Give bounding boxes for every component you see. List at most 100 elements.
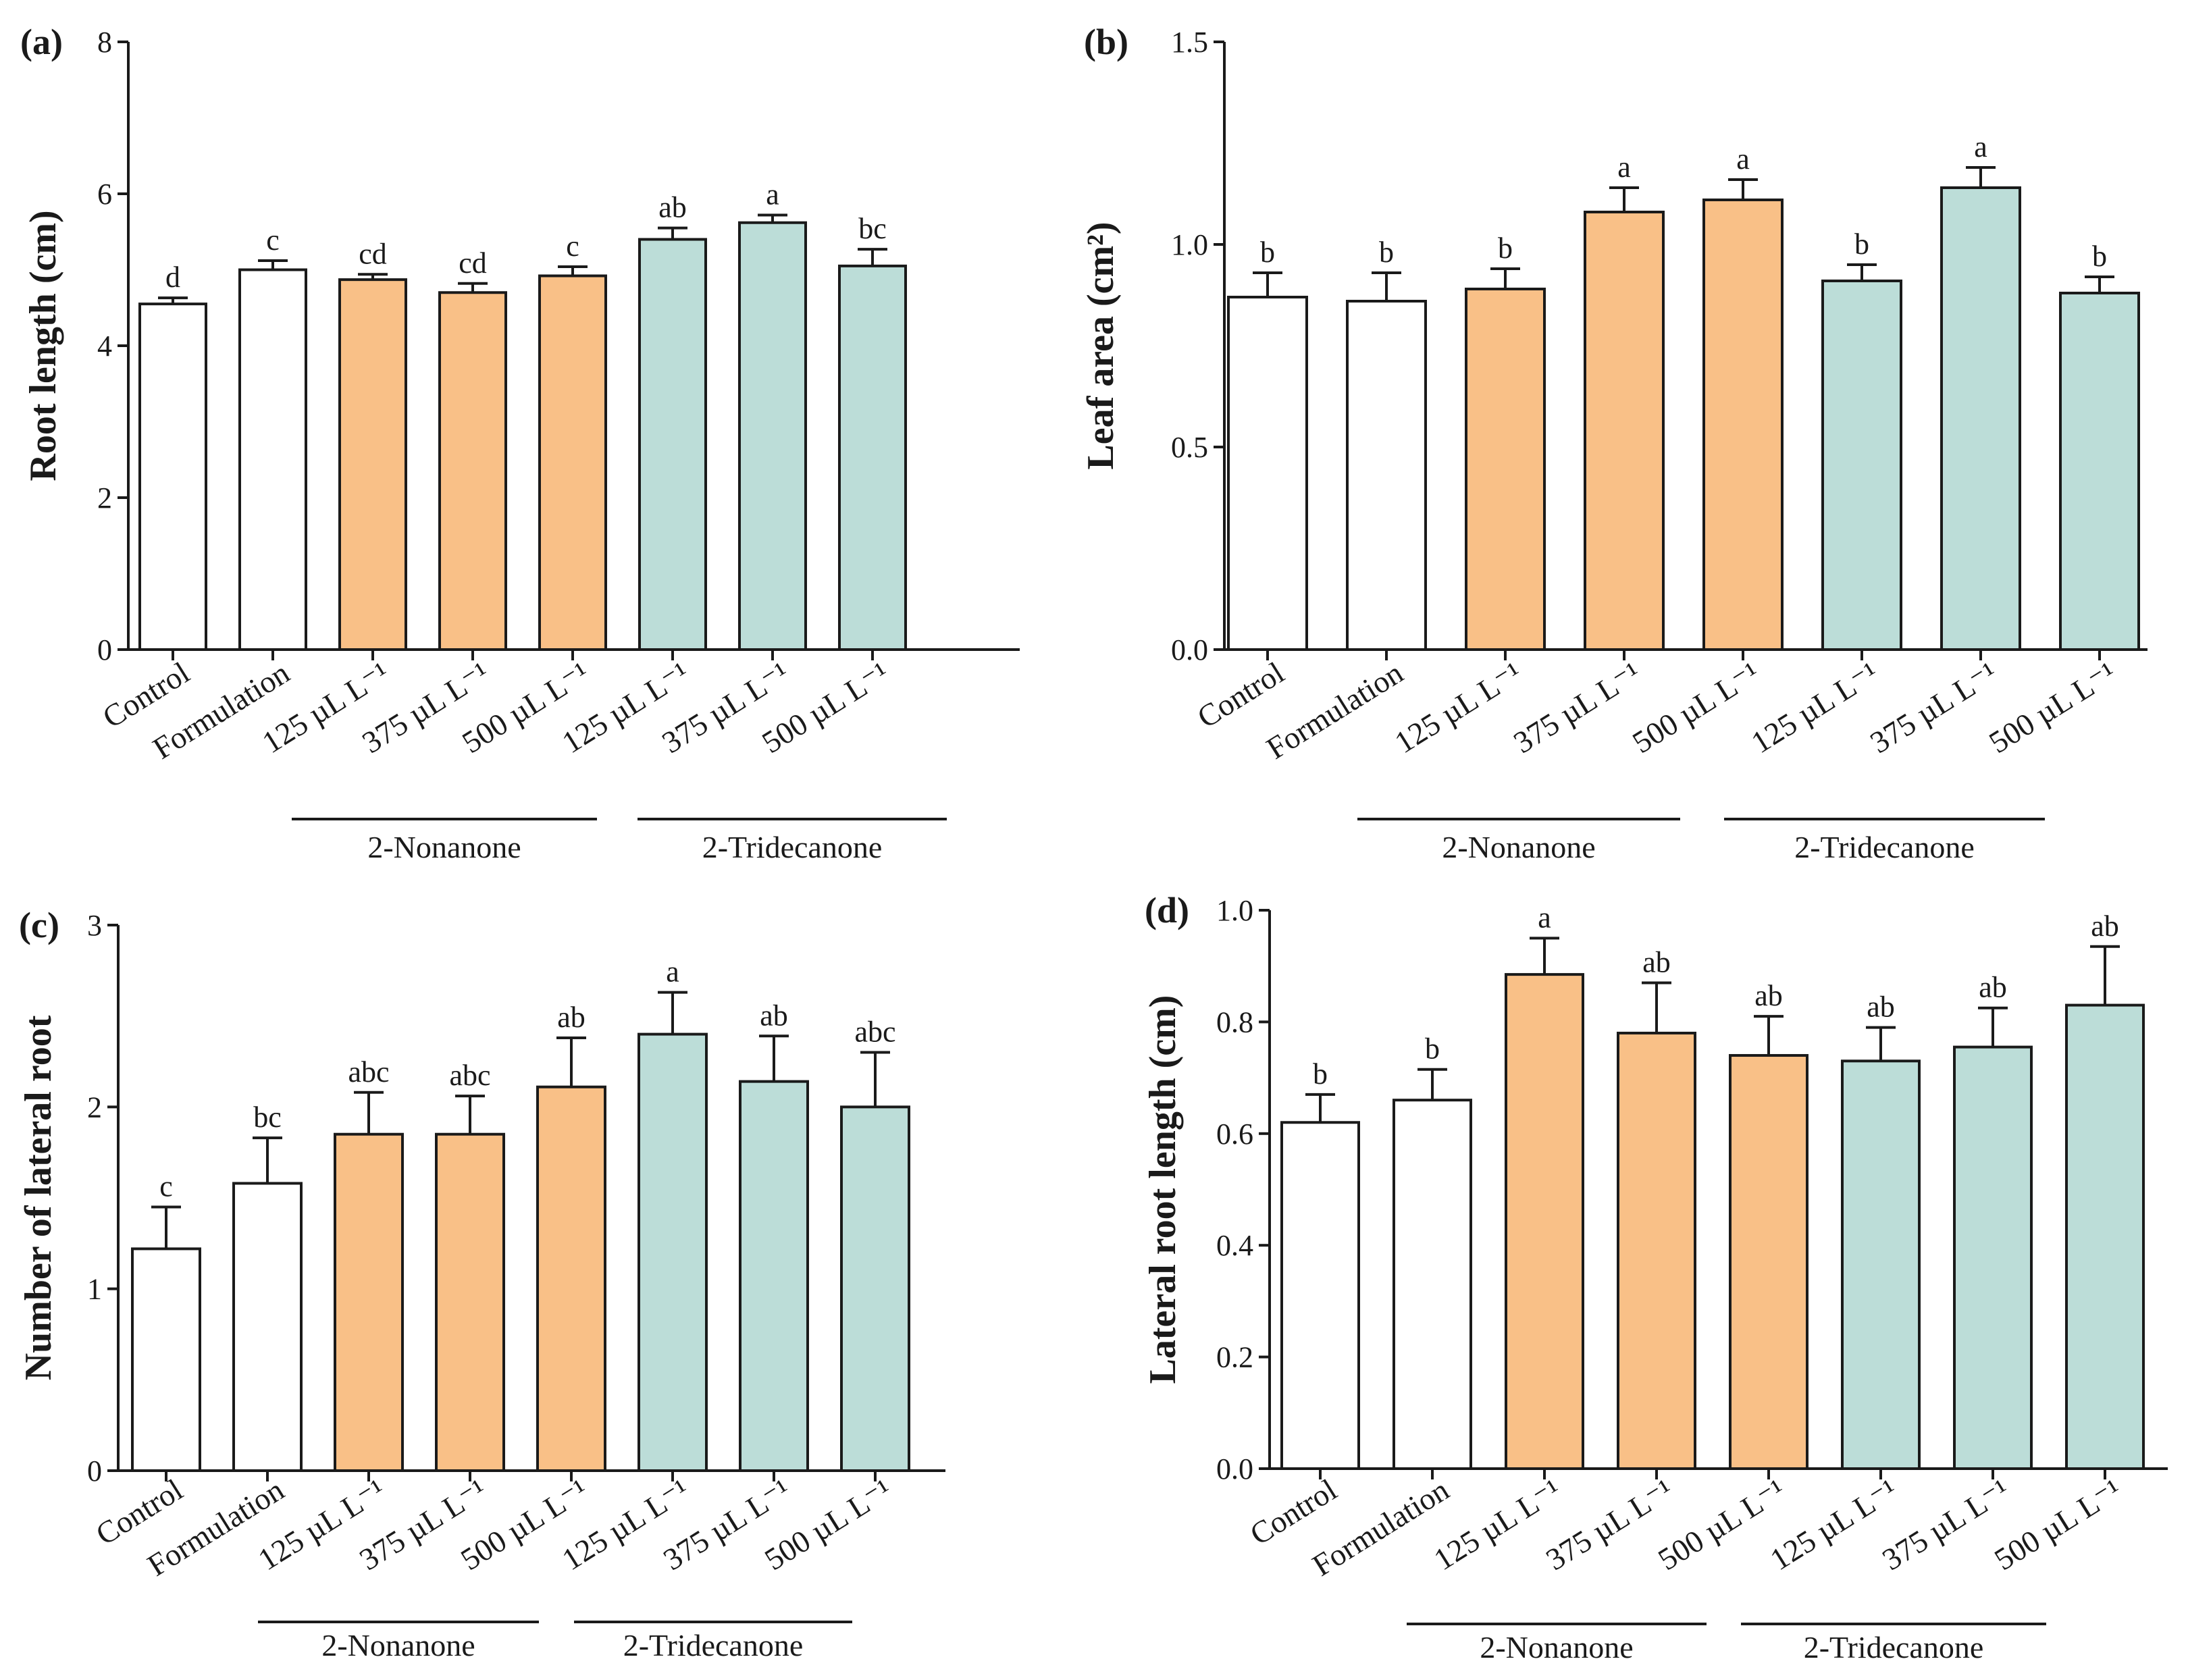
significance-letter: ab [1979, 971, 2007, 1004]
category-label: 375 µL L⁻¹ [1507, 655, 1646, 760]
error-bar [1978, 1006, 2008, 1047]
significance-letter: ab [1642, 946, 1671, 979]
bar [1393, 1099, 1472, 1471]
error-bar [860, 1051, 890, 1107]
panel-letter: (d) [1145, 890, 1189, 930]
error-bar [253, 1136, 282, 1184]
error-bar [1966, 166, 1996, 188]
error-bar [354, 1091, 384, 1134]
significance-letter: cd [359, 237, 387, 270]
error-bar [1372, 271, 1401, 301]
bar [438, 291, 507, 651]
y-tick-label: 0 [87, 1454, 102, 1488]
bar [232, 1182, 303, 1473]
error-bar [1847, 263, 1877, 281]
category-label: 375 µL L⁻¹ [1876, 1472, 2015, 1577]
bar [1702, 199, 1784, 651]
bar [1953, 1045, 2033, 1470]
significance-letter: a [666, 955, 679, 989]
significance-letter: b [1854, 228, 1869, 261]
category-label: Formulation [1260, 655, 1409, 766]
bar [138, 303, 207, 651]
bar [1465, 288, 1546, 651]
error-bar [1417, 1068, 1447, 1101]
y-axis-title: Number of lateral root [18, 1015, 59, 1380]
y-tick-label: 3 [87, 909, 102, 942]
y-tick-label: 1.5 [1171, 26, 1208, 59]
y-tick-label: 1 [87, 1273, 102, 1306]
group-label: 2-Tridecanone [1804, 1630, 1984, 1664]
error-bar [558, 265, 588, 276]
chart-panel-d: (d) 0.0 0.2 0.4 0.6 0.8 1.0 Lateral root length… [1142, 890, 2168, 1664]
error-bar [1642, 981, 1671, 1033]
significance-letter: ab [557, 1001, 585, 1034]
significance-letter: ab [1867, 991, 1895, 1024]
significance-letter: cd [459, 246, 487, 280]
panel-letter: (b) [1084, 22, 1128, 62]
y-axis-title: Root length (cm) [22, 210, 64, 481]
significance-letter: abc [854, 1016, 895, 1049]
error-bar [758, 213, 787, 223]
y-tick-label: 8 [97, 26, 112, 59]
bar [131, 1247, 201, 1472]
category-label: 125 µL L⁻¹ [1388, 655, 1528, 760]
bar [1841, 1059, 1921, 1471]
panel-letter: (c) [19, 905, 59, 945]
significance-letter: ab [1754, 979, 1783, 1012]
error-bar [151, 1205, 181, 1249]
y-tick-label: 2 [97, 481, 112, 515]
y-tick-label: 0.0 [1216, 1452, 1253, 1486]
bar [1940, 186, 2021, 651]
error-bar [1530, 937, 1559, 975]
y-tick-label: 0 [97, 633, 112, 666]
category-label: 125 µL L⁻¹ [1745, 655, 1884, 760]
bar [538, 274, 607, 651]
bar [1584, 211, 1665, 651]
significance-letter: b [1313, 1057, 1328, 1091]
significance-letter: abc [348, 1055, 389, 1088]
bar [638, 238, 707, 651]
significance-letter: a [1617, 151, 1631, 184]
significance-letter: bc [858, 212, 887, 245]
y-axis-title: Leaf area (cm²) [1080, 221, 1122, 469]
significance-letter: c [159, 1170, 173, 1203]
significance-letter: b [1498, 232, 1513, 265]
error-bar [258, 259, 288, 270]
bar [338, 278, 407, 651]
y-tick-label: 6 [97, 178, 112, 211]
error-bar [1609, 186, 1639, 212]
bar [1821, 280, 1902, 651]
error-bar [158, 296, 188, 305]
bar [334, 1132, 404, 1472]
significance-letter: a [1974, 130, 1987, 163]
bar [840, 1105, 910, 1473]
error-bar [1728, 178, 1758, 200]
error-bar [1490, 267, 1520, 289]
category-label: 500 µL L⁻¹ [1652, 1472, 1791, 1577]
bar [1505, 973, 1584, 1470]
category-label: 500 µL L⁻¹ [1626, 655, 1765, 760]
significance-letter: b [2092, 240, 2107, 273]
category-label: 125 µL L⁻¹ [1764, 1472, 1903, 1577]
significance-letter: a [766, 178, 779, 211]
bar [1280, 1121, 1360, 1470]
group-label: 2-Tridecanone [1794, 830, 1975, 864]
bar [738, 221, 807, 651]
significance-letter: b [1260, 236, 1275, 269]
bar [1346, 300, 1427, 651]
significance-letter: ab [760, 999, 788, 1032]
error-bar [358, 273, 388, 280]
error-bar [458, 282, 488, 293]
bar [739, 1080, 809, 1473]
error-bar [858, 248, 887, 266]
significance-letter: bc [253, 1101, 282, 1134]
error-bar [658, 991, 687, 1034]
significance-letter: b [1379, 236, 1394, 269]
bar [2065, 1003, 2145, 1470]
significance-letter: abc [449, 1059, 490, 1092]
error-bar [2090, 945, 2120, 1005]
significance-letter: ab [2091, 910, 2119, 943]
group-label: 2-Nonanone [1480, 1630, 1633, 1664]
significance-letter: a [1736, 142, 1750, 176]
